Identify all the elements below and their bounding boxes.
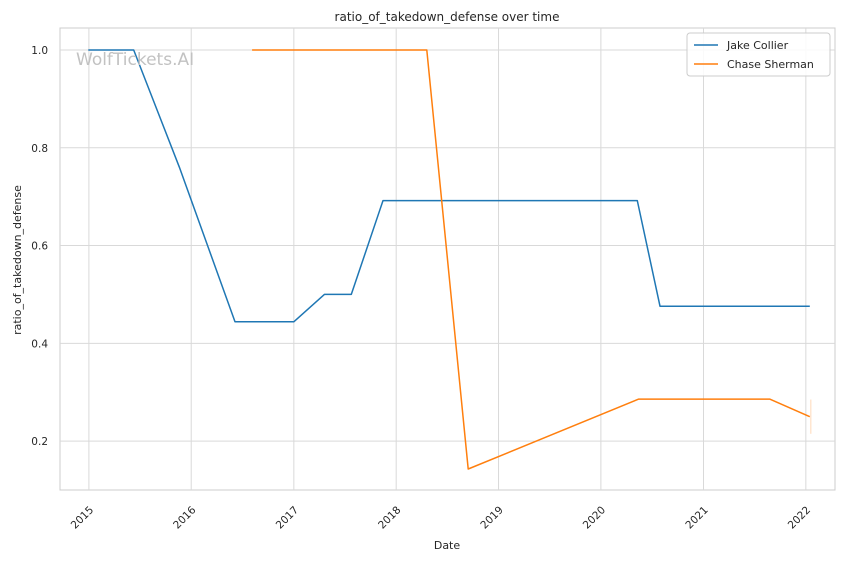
series-line-jake-collier <box>88 49 810 323</box>
x-tick-label: 2020 <box>581 504 608 531</box>
x-axis-ticks: 2015 2016 2017 2018 2019 2020 2021 2022 <box>69 504 813 532</box>
grid-lines <box>60 28 835 490</box>
x-tick-label: 2016 <box>171 504 199 532</box>
x-tick-label: 2018 <box>376 504 403 531</box>
series-line-chase-sherman <box>252 49 811 470</box>
y-tick-label: 0.6 <box>31 241 48 253</box>
x-tick-label: 2019 <box>478 504 505 531</box>
series-layer <box>88 49 812 470</box>
legend-box <box>686 32 831 77</box>
chart-title: ratio_of_takedown_defense over time <box>335 10 560 24</box>
legend-label-jake-collier: Jake Collier <box>726 39 789 52</box>
x-tick-label: 2017 <box>274 504 301 531</box>
y-tick-label: 0.4 <box>31 338 48 350</box>
y-tick-label: 0.2 <box>31 436 48 448</box>
watermark: WolfTickets.AI <box>76 50 194 70</box>
y-axis-label: ratio_of_takedown_defense <box>11 185 24 335</box>
x-tick-label: 2021 <box>683 504 710 531</box>
legend: Jake Collier Chase Sherman <box>686 32 831 77</box>
y-tick-label: 1.0 <box>31 45 48 57</box>
x-tick-label: 2022 <box>786 504 813 531</box>
legend-label-chase-sherman: Chase Sherman <box>727 58 814 71</box>
y-axis-ticks: 0.2 0.4 0.6 0.8 1.0 <box>31 45 48 448</box>
x-axis-label: Date <box>434 539 461 552</box>
x-tick-label: 2015 <box>69 504 96 531</box>
y-tick-label: 0.8 <box>31 143 48 155</box>
